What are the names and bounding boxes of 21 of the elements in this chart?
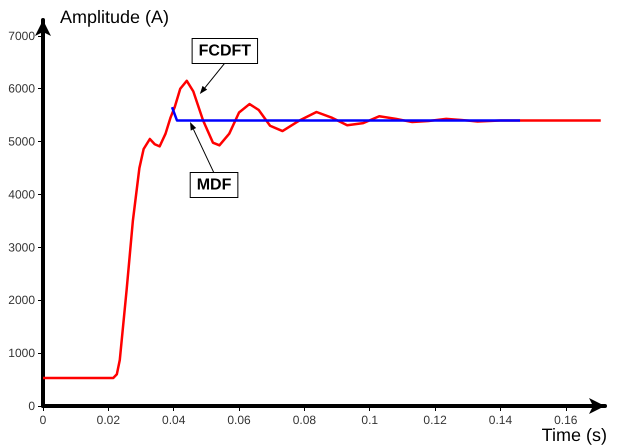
x-tick-label: 0.1 [361,413,378,427]
y-axis-title: Amplitude (A) [60,7,170,27]
x-tick-label: 0.16 [554,413,578,427]
y-tick-label: 5000 [8,134,36,149]
x-tick-label: 0.06 [227,413,252,427]
y-tick-label: 7000 [8,28,36,43]
y-tick-label: 3000 [8,240,36,254]
x-axis-title: Time (s) [542,425,608,445]
annotation: MDF [196,176,232,194]
y-tick-label: 2000 [8,293,36,308]
x-tick-label: 0.12 [423,413,448,427]
y-tick-label: 6000 [8,82,36,96]
y-tick-label: 1000 [8,346,36,360]
annotation: FCDFT [198,42,252,60]
x-tick-label: 0 [40,413,47,427]
y-tick-label: 0 [28,399,36,413]
x-tick-label: 0.02 [96,413,120,427]
x-tick-label: 0.08 [292,413,316,427]
x-tick-label: 0.04 [162,413,186,427]
y-tick-label: 4000 [8,187,36,202]
x-tick-label: 0.14 [488,413,512,427]
